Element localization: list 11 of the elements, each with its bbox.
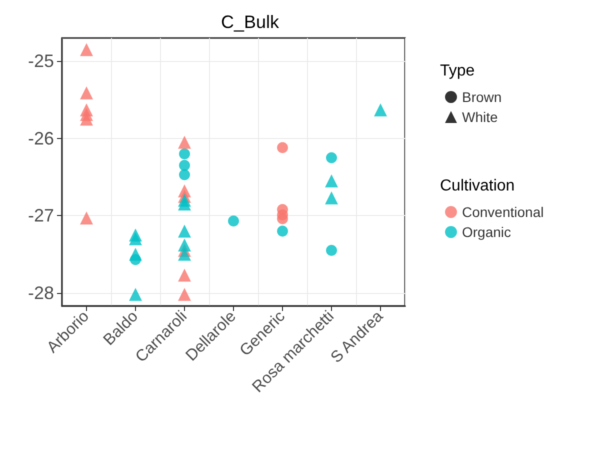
chart-title: C_Bulk: [220, 12, 280, 32]
legend-label: Conventional: [462, 204, 544, 220]
text: Type: [440, 62, 475, 80]
y-tick-label: -28: [28, 282, 54, 303]
y-tick-label: -26: [28, 128, 54, 148]
y-tick-label: -25: [28, 51, 54, 72]
text: Cultivation: [440, 178, 515, 194]
legend-label: Brown: [462, 89, 502, 105]
y-tick-label: -27: [28, 206, 54, 226]
legend-label: White: [462, 109, 498, 125]
legend-label: Organic: [462, 224, 512, 240]
